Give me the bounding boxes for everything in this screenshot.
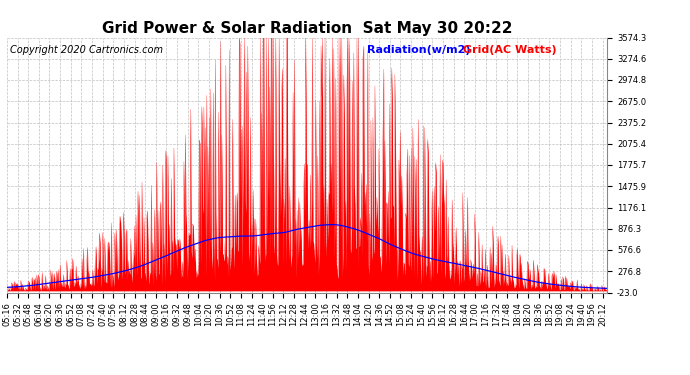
Text: Radiation(w/m2): Radiation(w/m2) [367, 45, 471, 55]
Title: Grid Power & Solar Radiation  Sat May 30 20:22: Grid Power & Solar Radiation Sat May 30 … [102, 21, 512, 36]
Text: Grid(AC Watts): Grid(AC Watts) [463, 45, 557, 55]
Text: Copyright 2020 Cartronics.com: Copyright 2020 Cartronics.com [10, 45, 163, 55]
